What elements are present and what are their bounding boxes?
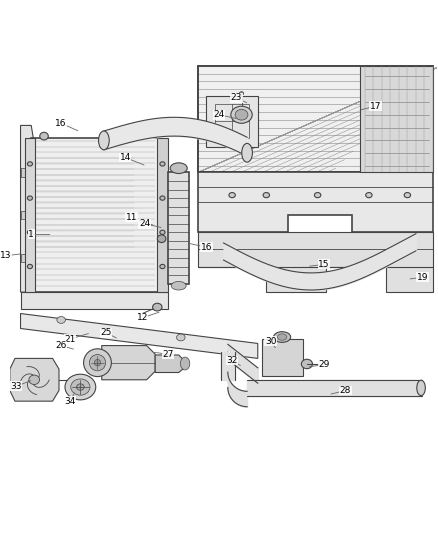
Ellipse shape: [157, 235, 166, 243]
Polygon shape: [198, 66, 433, 173]
Text: 34: 34: [64, 397, 75, 406]
Ellipse shape: [29, 375, 39, 384]
Polygon shape: [21, 292, 168, 309]
Ellipse shape: [27, 162, 32, 166]
Ellipse shape: [65, 374, 96, 400]
Text: 16: 16: [55, 119, 67, 128]
Text: 12: 12: [137, 313, 148, 322]
Ellipse shape: [77, 384, 84, 390]
Ellipse shape: [235, 109, 248, 120]
Ellipse shape: [99, 131, 109, 150]
Ellipse shape: [240, 92, 244, 95]
Text: 27: 27: [162, 350, 174, 359]
Ellipse shape: [27, 230, 32, 235]
Text: 28: 28: [340, 386, 351, 395]
Text: 29: 29: [318, 360, 330, 369]
Bar: [262, 339, 303, 376]
Bar: [21, 254, 30, 262]
Ellipse shape: [229, 192, 235, 198]
Polygon shape: [198, 232, 433, 292]
Text: 24: 24: [214, 110, 225, 119]
Ellipse shape: [314, 192, 321, 198]
Text: 14: 14: [120, 153, 131, 162]
Polygon shape: [198, 173, 433, 232]
Ellipse shape: [84, 349, 111, 377]
Bar: [21, 168, 30, 177]
Polygon shape: [21, 125, 33, 292]
Polygon shape: [155, 355, 185, 373]
Bar: [21, 211, 30, 220]
Ellipse shape: [27, 196, 32, 200]
Bar: [215, 104, 249, 138]
Ellipse shape: [277, 334, 287, 340]
Text: 26: 26: [56, 341, 67, 350]
Ellipse shape: [417, 380, 425, 395]
Text: 30: 30: [265, 337, 276, 346]
Polygon shape: [360, 66, 433, 173]
Polygon shape: [31, 138, 159, 292]
Ellipse shape: [27, 264, 32, 269]
Text: 19: 19: [417, 273, 428, 281]
Text: 21: 21: [64, 335, 75, 344]
Ellipse shape: [274, 332, 291, 342]
Ellipse shape: [89, 354, 106, 371]
Text: 24: 24: [139, 219, 150, 228]
Ellipse shape: [160, 162, 165, 166]
Polygon shape: [31, 155, 138, 254]
Bar: [25, 138, 35, 292]
Ellipse shape: [71, 379, 90, 395]
Text: 25: 25: [100, 328, 112, 337]
Ellipse shape: [160, 264, 165, 269]
Polygon shape: [21, 313, 258, 358]
Ellipse shape: [171, 281, 186, 290]
Text: 32: 32: [226, 356, 238, 365]
Ellipse shape: [170, 163, 187, 174]
Bar: [157, 138, 168, 292]
Bar: [206, 95, 258, 147]
Polygon shape: [102, 345, 155, 380]
Text: 1: 1: [28, 230, 34, 239]
Ellipse shape: [160, 230, 165, 235]
Ellipse shape: [366, 192, 372, 198]
Ellipse shape: [177, 334, 185, 341]
Text: 16: 16: [201, 243, 212, 252]
Text: 23: 23: [231, 93, 242, 102]
Text: 13: 13: [0, 252, 11, 260]
Ellipse shape: [57, 317, 65, 324]
Ellipse shape: [180, 357, 190, 370]
Ellipse shape: [94, 359, 101, 366]
Text: 15: 15: [318, 260, 330, 269]
Ellipse shape: [152, 303, 162, 311]
Ellipse shape: [263, 192, 269, 198]
Ellipse shape: [301, 359, 312, 369]
Ellipse shape: [242, 143, 252, 162]
Text: 17: 17: [370, 102, 381, 111]
Ellipse shape: [160, 196, 165, 200]
Ellipse shape: [404, 192, 410, 198]
Polygon shape: [168, 173, 189, 284]
Polygon shape: [10, 358, 59, 401]
Text: 33: 33: [11, 382, 22, 391]
Ellipse shape: [40, 132, 48, 140]
Text: 11: 11: [126, 213, 138, 222]
Ellipse shape: [231, 106, 252, 123]
